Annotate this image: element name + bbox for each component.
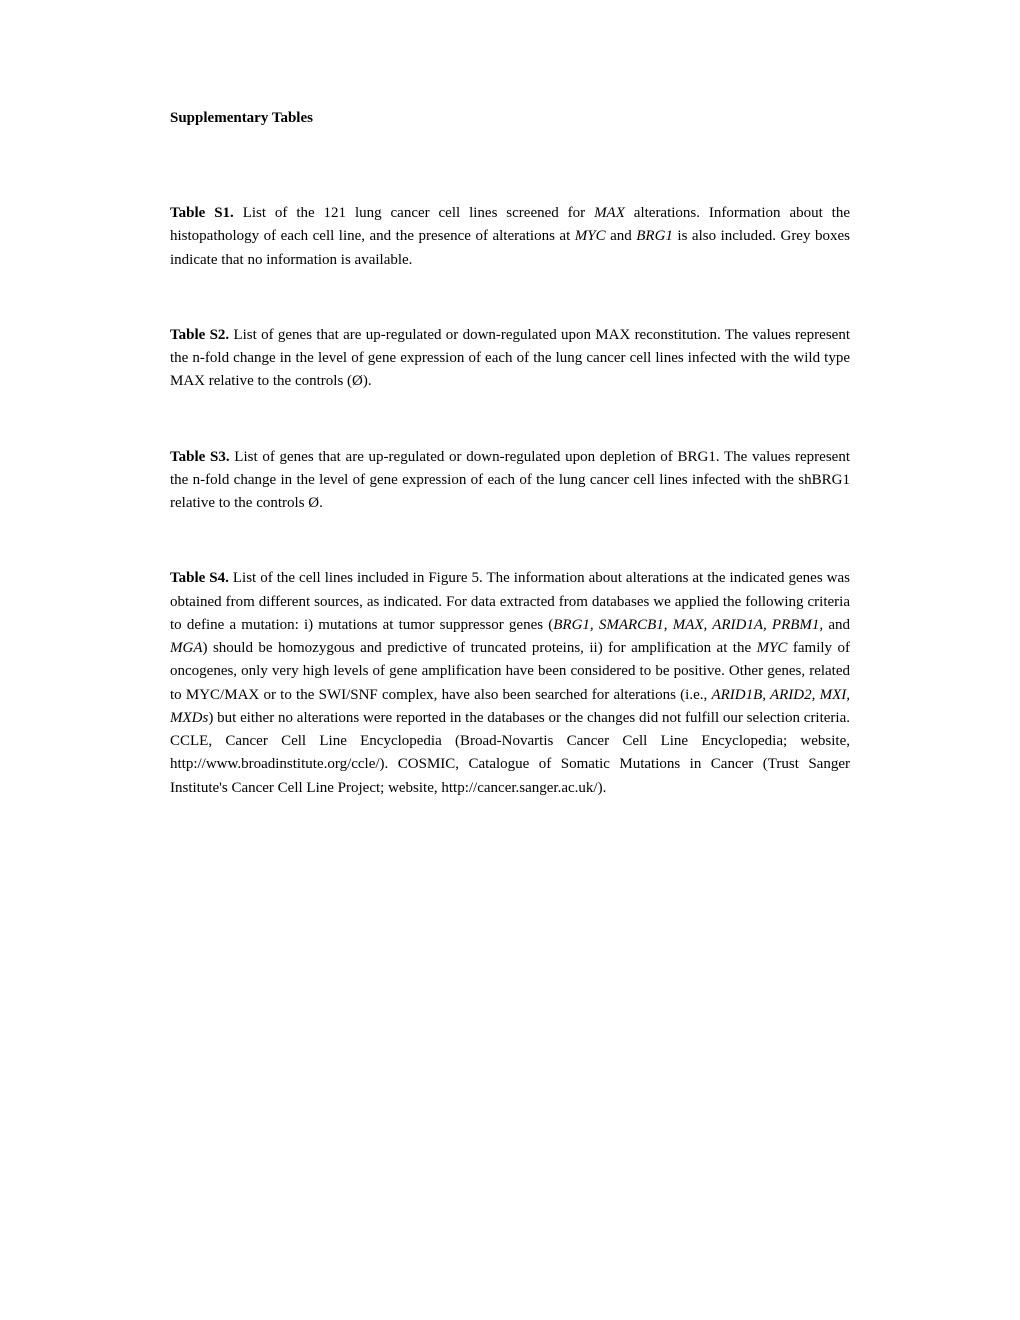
table-s4-label: Table S4. bbox=[170, 570, 229, 586]
table-s4-italic-2: MGA bbox=[170, 640, 203, 656]
table-s1-text-1: List of the 121 lung cancer cell lines s… bbox=[234, 205, 594, 221]
table-s4-entry: Table S4. List of the cell lines include… bbox=[170, 567, 850, 800]
table-s3-label: Table S3. bbox=[170, 449, 230, 465]
table-s1-italic-2: MYC bbox=[575, 228, 606, 244]
table-s1-italic-3: BRG1 bbox=[636, 228, 673, 244]
table-s4-text-3: ) should be homozygous and predictive of… bbox=[203, 640, 757, 656]
table-s4-text-5: ) but either no alterations were reporte… bbox=[170, 710, 850, 796]
table-s1-text-3: and bbox=[606, 228, 637, 244]
section-header: Supplementary Tables bbox=[170, 110, 850, 127]
table-s2-text: List of genes that are up-regulated or d… bbox=[170, 327, 850, 390]
table-s4-italic-3: MYC bbox=[757, 640, 788, 656]
table-s1-italic-1: MAX bbox=[594, 205, 625, 221]
table-s1-label: Table S1. bbox=[170, 205, 234, 221]
table-s1-entry: Table S1. List of the 121 lung cancer ce… bbox=[170, 202, 850, 272]
table-s2-entry: Table S2. List of genes that are up-regu… bbox=[170, 324, 850, 394]
table-s4-italic-1: BRG1, SMARCB1, MAX, ARID1A, PRBM1 bbox=[553, 617, 819, 633]
table-s2-label: Table S2. bbox=[170, 327, 229, 343]
table-s3-entry: Table S3. List of genes that are up-regu… bbox=[170, 446, 850, 516]
table-s3-text: List of genes that are up-regulated or d… bbox=[170, 449, 850, 512]
table-s4-text-2: , and bbox=[819, 617, 850, 633]
